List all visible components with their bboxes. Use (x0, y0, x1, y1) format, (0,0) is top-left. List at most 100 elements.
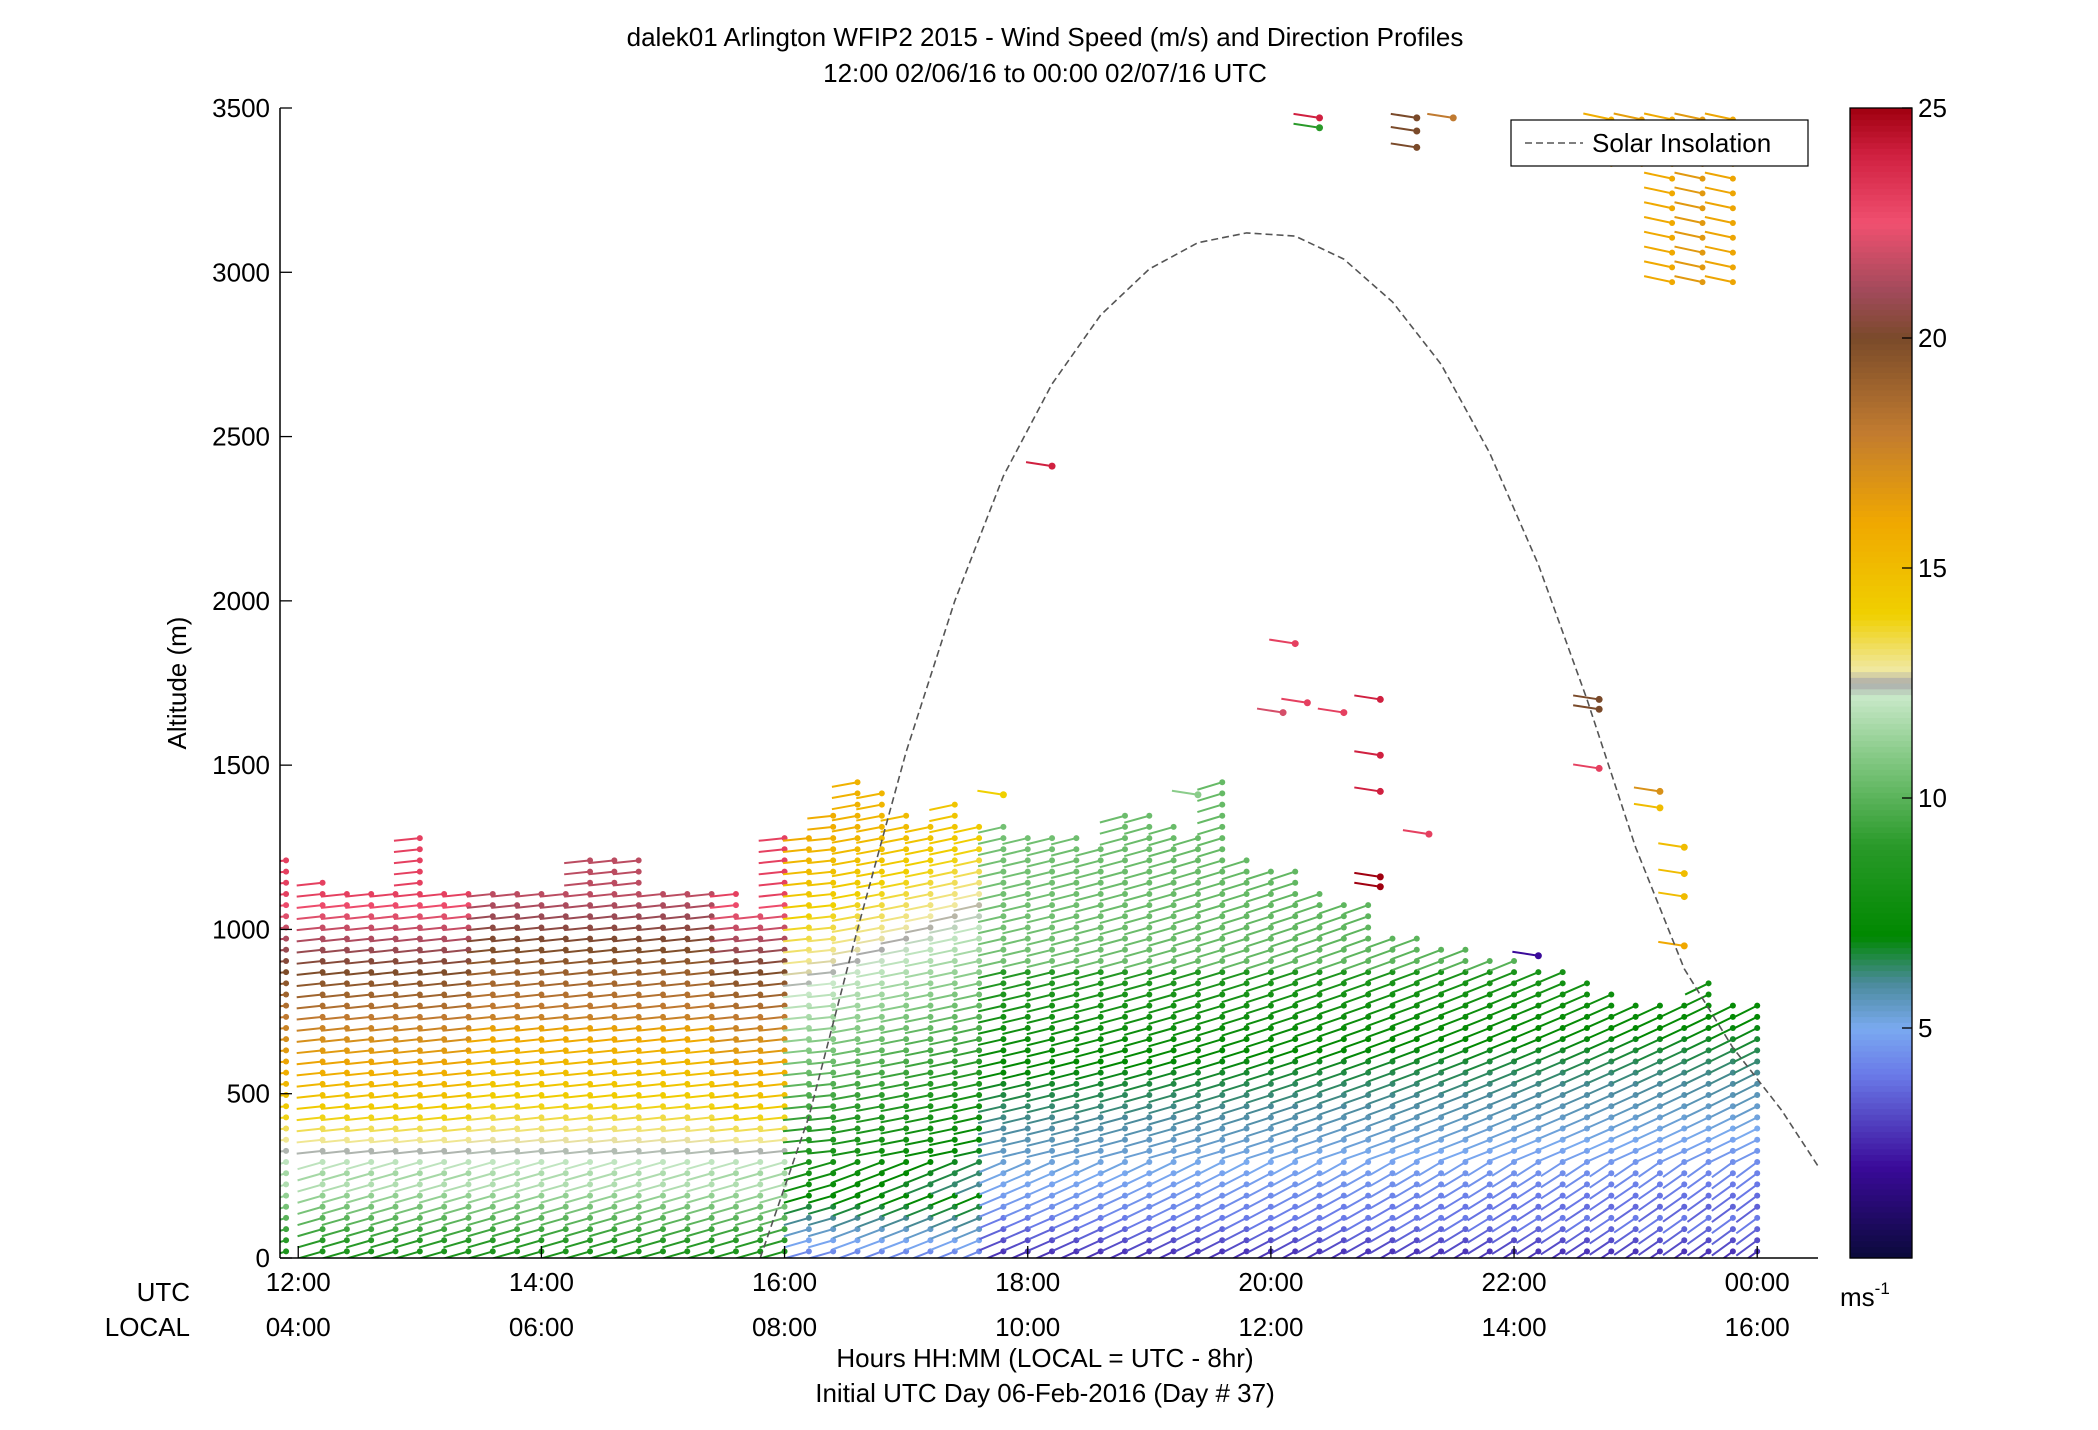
wind-barb (857, 1161, 883, 1173)
wind-barb-dot (1413, 1237, 1420, 1244)
wind-barb (1270, 1004, 1296, 1015)
wind-barb-dot (1632, 1181, 1639, 1188)
wind-barb-dot (1049, 846, 1056, 853)
wind-barb (856, 859, 883, 867)
wind-barb (612, 1060, 639, 1066)
wind-barb (758, 1094, 785, 1099)
wind-barb-dot (830, 957, 837, 964)
wind-barb (345, 1239, 372, 1249)
wind-barb (1513, 1027, 1539, 1039)
wind-barb (612, 926, 639, 932)
wind-barb-dot (1389, 1080, 1396, 1087)
wind-barb (589, 1194, 615, 1204)
colorbar-segment (1850, 913, 1912, 920)
wind-barb-dot (1340, 991, 1347, 998)
wind-barb-dot (1170, 1237, 1177, 1244)
wind-barb (1149, 1217, 1175, 1231)
wind-barb-dot (1049, 868, 1056, 875)
wind-barb-dot (951, 1025, 958, 1031)
wind-barb (1662, 1172, 1685, 1190)
wind-barb (564, 1183, 591, 1193)
wind-barb (1149, 1194, 1175, 1208)
wind-barb (1587, 1038, 1612, 1051)
wind-barb (1221, 1082, 1247, 1093)
wind-barb-dot (1097, 1103, 1104, 1110)
isolated-barb (1354, 694, 1381, 701)
wind-barb-dot (927, 1002, 934, 1009)
wind-barb (904, 1116, 931, 1124)
wind-barb (1367, 1105, 1393, 1116)
wind-barb-dot (1194, 1002, 1201, 1009)
wind-barb (588, 959, 615, 965)
isolated-barb (1171, 789, 1199, 796)
wind-barb-dot (1292, 1013, 1299, 1020)
wind-barb (1075, 1082, 1101, 1092)
wind-barb (1589, 1205, 1612, 1223)
wind-barb-dot (1121, 1092, 1128, 1099)
wind-barb (442, 1027, 469, 1032)
wind-barb-dot (1365, 913, 1372, 920)
wind-barb (418, 1172, 445, 1182)
wind-barb (1704, 201, 1734, 210)
colorbar-segment (1850, 746, 1912, 753)
wind-barb-dot (1097, 1002, 1104, 1009)
wind-barb (685, 904, 712, 909)
colorbar-segment (1850, 631, 1912, 638)
wind-barb-dot (1316, 946, 1323, 953)
wind-barb (831, 881, 858, 889)
wind-barb-dot (1340, 1170, 1347, 1177)
wind-barb (1247, 1217, 1272, 1231)
wind-barb-dot (392, 1181, 399, 1188)
wind-barb-dot (1729, 1214, 1736, 1221)
colorbar-segment (1850, 1125, 1912, 1133)
wind-barb-dot (1389, 1170, 1396, 1177)
wind-barb-dot (1267, 1125, 1274, 1132)
wind-barb (1684, 1015, 1710, 1029)
wind-barb (1197, 1038, 1223, 1048)
wind-barb-dot (1511, 1214, 1518, 1221)
colorbar-segment (1850, 648, 1912, 655)
wind-barb (539, 1049, 566, 1055)
wind-barb-dot (1049, 1058, 1056, 1065)
wind-barb-dot (283, 1136, 290, 1143)
wind-barb (1002, 881, 1028, 890)
wind-barb-dot (976, 1069, 983, 1076)
wind-barb-dot (903, 1159, 910, 1166)
wind-barb (905, 1194, 931, 1207)
wind-barb-dot (830, 980, 837, 987)
colorbar-segment (1850, 1160, 1912, 1167)
wind-barb-dot (1292, 1092, 1299, 1099)
wind-barb (1123, 825, 1150, 835)
wind-barb-dot (1219, 991, 1226, 998)
wind-barb (1221, 1004, 1247, 1015)
colorbar-segment (1850, 734, 1912, 742)
wind-barb (321, 1172, 348, 1182)
wind-barb (1245, 1049, 1272, 1060)
wind-barb-dot (611, 1170, 618, 1177)
wind-barb (758, 1060, 785, 1066)
wind-barb (1197, 848, 1223, 858)
wind-barb (831, 1082, 858, 1090)
wind-barb-dot (1365, 1237, 1372, 1244)
wind-barb-dot (1243, 902, 1250, 909)
wind-barb (1050, 937, 1077, 946)
wind-barb (929, 1038, 955, 1046)
wind-barb-dot (1316, 957, 1323, 964)
wind-barb-dot (830, 1047, 837, 1054)
wind-barb (1674, 216, 1703, 224)
wind-barb (1513, 1060, 1539, 1073)
wind-barb (1367, 1127, 1393, 1139)
wind-barb (466, 915, 493, 920)
wind-barb (1052, 1194, 1077, 1208)
wind-barb-dot (976, 1058, 983, 1065)
wind-barb-dot (1669, 264, 1676, 271)
wind-barb-dot (1729, 1192, 1736, 1199)
wind-barb (782, 848, 809, 853)
wind-barb (467, 1161, 494, 1171)
isolated-barb-dot (1449, 114, 1457, 122)
wind-barb-dot (514, 1237, 521, 1244)
wind-barb (491, 1071, 518, 1077)
wind-barb (1148, 1105, 1174, 1115)
wind-barb-dot (1559, 1170, 1566, 1177)
wind-barb-dot (878, 801, 885, 808)
